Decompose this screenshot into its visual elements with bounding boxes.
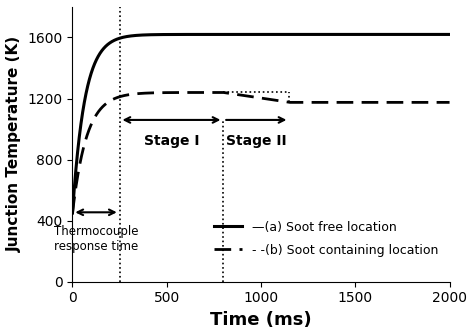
Text: Stage I: Stage I: [144, 134, 199, 148]
Legend: —(a) Soot free location, - -(b) Soot containing location: —(a) Soot free location, - -(b) Soot con…: [210, 216, 443, 262]
Text: Thermocouple
response time: Thermocouple response time: [54, 225, 138, 253]
X-axis label: Time (ms): Time (ms): [210, 311, 312, 329]
Y-axis label: Junction Temperature (K): Junction Temperature (K): [7, 36, 22, 252]
Text: Stage II: Stage II: [226, 134, 287, 148]
